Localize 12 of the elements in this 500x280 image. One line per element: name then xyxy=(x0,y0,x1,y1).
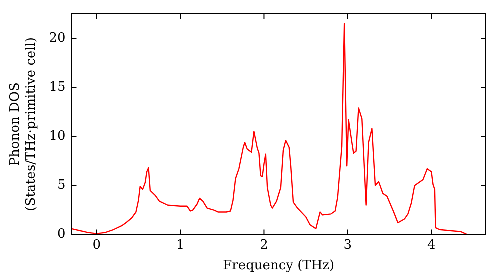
y-tick-label: 0 xyxy=(57,227,66,242)
x-tick-label: 4 xyxy=(427,238,436,253)
x-axis-title: Frequency (THz) xyxy=(223,258,335,274)
y-tick-label: 20 xyxy=(49,30,66,46)
x-tick-label: 0 xyxy=(92,238,101,253)
y-tick-label: 15 xyxy=(49,80,66,95)
x-tick-label: 2 xyxy=(260,238,268,253)
y-tick-label: 10 xyxy=(49,129,66,144)
y-axis-title: Phonon DOS (States/THz·primitive cell) xyxy=(8,37,39,212)
x-tick-label: 3 xyxy=(344,238,352,253)
y-tick-label: 5 xyxy=(57,178,66,194)
x-tick-label: 1 xyxy=(176,238,185,253)
